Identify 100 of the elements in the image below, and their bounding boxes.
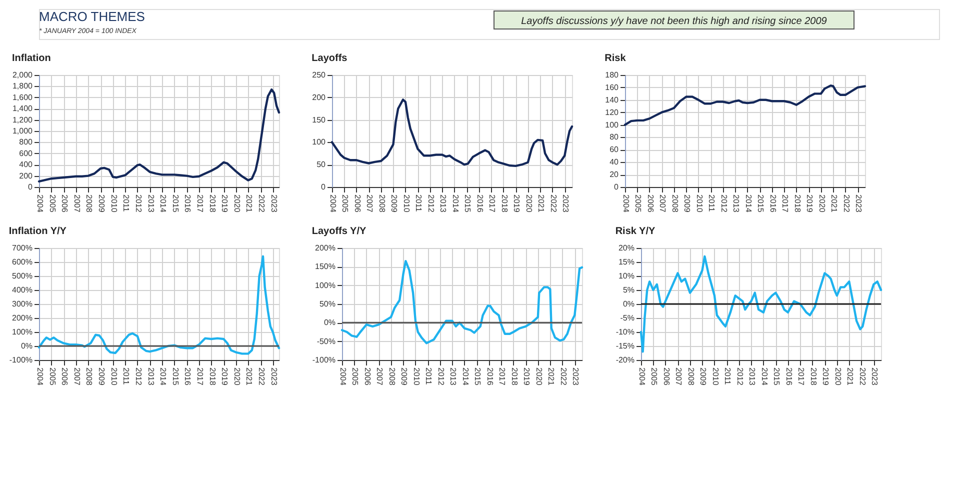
x-tick-label: 2004 [622, 194, 630, 213]
x-tick-label: 2006 [646, 194, 655, 213]
x-tick-label: 2022 [858, 368, 867, 386]
y-tick-label: 200% [315, 244, 336, 252]
text: Layoffs discussions y/y have not been this high and rising since 2009 [521, 16, 828, 27]
y-tick-label: 250 [312, 70, 326, 80]
x-tick-label: 2013 [146, 368, 156, 386]
x-tick-label: 2016 [768, 194, 778, 213]
x-tick-label: 2016 [183, 368, 192, 386]
x-tick-label: 2009 [698, 368, 708, 386]
x-tick-label: 2019 [821, 368, 830, 386]
x-tick-label: 2005 [350, 368, 360, 386]
x-tick-label: 2020 [534, 368, 544, 386]
x-tick-label: 2004 [638, 368, 646, 386]
x-tick-label: 2004 [328, 194, 338, 213]
y-tick-label: 100% [12, 328, 32, 336]
x-tick-label: 2006 [362, 368, 372, 386]
x-tick-label: 2017 [796, 368, 806, 386]
x-tick-label: 2010 [412, 368, 421, 386]
x-tick-label: 2007 [658, 194, 668, 213]
x-tick-label: 2019 [522, 368, 532, 386]
x-tick-label: 2018 [208, 194, 217, 213]
x-tick-label: 2021 [546, 368, 556, 386]
x-tick-label: 2009 [682, 194, 692, 213]
x-tick-label: 2011 [424, 368, 434, 386]
y-tick-label: 40 [610, 158, 620, 167]
x-tick-label: 2006 [60, 368, 70, 386]
y-tick-label: 180 [605, 70, 620, 80]
x-tick-label: 2023 [854, 194, 864, 213]
x-tick-label: 2020 [833, 368, 842, 386]
chart-title: Inflation [12, 53, 51, 64]
x-tick-label: 2021 [244, 194, 254, 213]
x-tick-label: 2016 [784, 368, 794, 386]
x-tick-label: 2022 [842, 194, 851, 213]
y-tick-label: 300% [12, 300, 32, 308]
line-series [640, 255, 882, 353]
x-tick-label: 2018 [208, 368, 217, 386]
y-tick-label: 200 [19, 171, 34, 180]
x-tick-label: 2012 [426, 194, 436, 213]
x-tick-label: 2006 [662, 368, 671, 386]
chart-title: Inflation Y/Y [8, 226, 67, 237]
text: MACRO THEMES [39, 9, 146, 24]
x-tick-label: 2015 [170, 194, 180, 213]
y-tick-label: 700% [12, 244, 32, 252]
y-tick-label: 1,400 [12, 104, 34, 114]
x-tick-label: 2005 [340, 194, 350, 213]
x-tick-label: 2017 [780, 194, 790, 213]
line-series [624, 84, 866, 126]
y-tick-label: 400% [12, 286, 32, 294]
x-tick-label: 2007 [365, 194, 374, 213]
x-tick-label: 2007 [375, 368, 384, 386]
x-tick-label: 2010 [694, 194, 704, 213]
x-tick-label: 2019 [220, 194, 230, 213]
y-tick-label: -5% [620, 314, 634, 322]
y-tick-label: 50% [319, 300, 336, 308]
line-series [330, 98, 574, 168]
y-tick-label: 20 [610, 170, 620, 180]
y-tick-label: 600 [19, 148, 34, 158]
y-tick-label: 200 [312, 92, 326, 102]
x-tick-label: 2022 [558, 368, 568, 386]
y-tick-label: -100% [312, 356, 336, 364]
x-tick-label: 2018 [808, 368, 818, 386]
x-tick-label: 2012 [134, 368, 143, 386]
x-tick-label: 2020 [232, 194, 242, 213]
x-tick-label: 2011 [723, 368, 732, 386]
y-tick-label: -100% [9, 356, 32, 364]
x-tick-label: 2006 [60, 194, 70, 213]
x-tick-label: 2021 [244, 368, 254, 386]
y-tick-label: 0% [622, 300, 634, 308]
x-tick-label: 2005 [650, 368, 659, 386]
x-tick-label: 2005 [634, 194, 643, 213]
y-tick-label: 1,600 [12, 92, 34, 102]
y-tick-label: 60 [610, 145, 620, 154]
x-tick-label: 2009 [97, 194, 106, 213]
x-tick-label: 2013 [146, 194, 156, 213]
x-tick-label: 2005 [48, 368, 57, 386]
x-tick-label: 2021 [846, 368, 855, 386]
x-tick-label: 2017 [488, 194, 497, 213]
x-tick-label: 2008 [84, 368, 94, 386]
x-tick-label: 2011 [414, 194, 424, 212]
x-tick-label: 2015 [772, 368, 782, 386]
x-tick-label: 2012 [134, 194, 143, 213]
y-tick-label: 80 [610, 132, 620, 142]
x-tick-label: 2014 [760, 368, 769, 386]
x-tick-label: 2009 [97, 368, 106, 386]
x-tick-label: 2023 [561, 194, 570, 213]
x-tick-label: 2020 [817, 194, 826, 213]
x-tick-label: 2013 [438, 194, 448, 213]
x-tick-label: 2017 [196, 368, 204, 386]
x-tick-label: 2009 [400, 368, 409, 386]
x-tick-label: 2015 [756, 194, 766, 213]
x-tick-label: 2019 [512, 194, 522, 213]
chart-title: Risk [604, 53, 626, 64]
x-tick-label: 2011 [122, 368, 131, 386]
x-tick-label: 2008 [84, 194, 94, 213]
y-tick-label: 1,200 [12, 115, 34, 124]
y-tick-label: 500% [12, 272, 32, 280]
x-tick-label: 2018 [500, 194, 509, 213]
y-tick-label: 2,000 [12, 70, 34, 80]
y-tick-label: 800 [19, 138, 34, 147]
